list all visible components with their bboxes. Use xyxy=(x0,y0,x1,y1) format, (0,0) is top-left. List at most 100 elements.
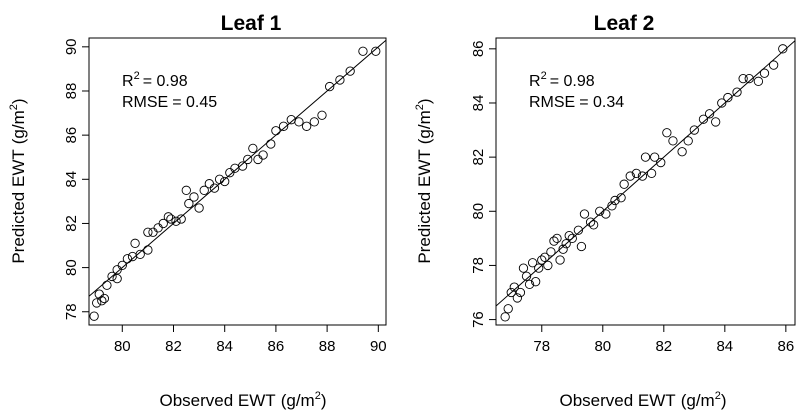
data-point xyxy=(503,304,513,314)
data-point xyxy=(500,312,510,322)
data-point xyxy=(555,255,565,265)
data-point xyxy=(518,263,529,273)
x-axis-label: Observed EWT (g/m2) xyxy=(159,390,326,410)
y-axis-unit-base: g/m xyxy=(9,110,28,138)
x-tick-label: 82 xyxy=(655,338,672,355)
data-point xyxy=(610,195,620,206)
data-point xyxy=(723,92,733,103)
data-point xyxy=(704,109,715,119)
x-tick-label: 86 xyxy=(268,338,285,355)
data-point xyxy=(768,60,779,70)
x-axis-label: Observed EWT (g/m2) xyxy=(559,390,726,410)
data-point xyxy=(243,154,253,165)
data-point xyxy=(738,73,748,84)
data-point xyxy=(534,263,544,273)
data-point xyxy=(209,183,220,193)
data-point xyxy=(585,217,596,227)
data-point xyxy=(214,174,225,184)
data-point xyxy=(199,185,209,195)
data-point xyxy=(189,192,199,202)
x-axis-unit-base: g/m xyxy=(686,391,714,410)
data-point xyxy=(301,121,312,131)
data-point xyxy=(607,201,617,211)
data-point xyxy=(552,233,562,244)
data-point xyxy=(220,176,230,187)
rmse-value: = 0.45 xyxy=(172,94,217,111)
data-point xyxy=(524,279,535,290)
r2-annotation: R2 = 0.98 xyxy=(122,70,188,90)
data-point xyxy=(143,227,153,237)
data-point xyxy=(625,171,635,181)
y-axis-unit-open: ( xyxy=(9,138,28,144)
data-point xyxy=(371,46,381,56)
marks-layer: 78 80 82 84 86 76 78 80 82 84 86 xyxy=(470,40,795,355)
data-point xyxy=(166,214,176,224)
r2-superscript: 2 xyxy=(541,70,547,82)
data-point xyxy=(278,121,289,131)
data-point xyxy=(97,296,107,306)
data-point xyxy=(158,218,168,229)
data-point xyxy=(656,157,666,168)
y-tick-label: 84 xyxy=(63,171,80,188)
data-point xyxy=(204,179,214,189)
data-point xyxy=(266,139,276,149)
data-point xyxy=(143,245,153,255)
data-point xyxy=(135,249,145,260)
data-point xyxy=(564,231,574,241)
data-point xyxy=(778,44,788,54)
data-point xyxy=(668,136,678,146)
data-point xyxy=(531,277,541,287)
data-point xyxy=(558,244,568,254)
y-tick-label: 86 xyxy=(470,40,487,57)
data-point xyxy=(540,252,550,262)
data-point xyxy=(130,238,140,248)
plot-frame xyxy=(495,37,796,326)
y-tick-label: 82 xyxy=(470,149,487,166)
y-tick-label: 90 xyxy=(63,38,80,55)
data-point xyxy=(650,152,660,162)
y-axis-label-text: Predicted EWT xyxy=(9,149,28,263)
data-point xyxy=(717,98,727,108)
data-point xyxy=(619,179,629,189)
data-point xyxy=(601,209,611,219)
data-point xyxy=(753,76,764,86)
y-axis-label-text: Predicted EWT xyxy=(415,149,434,263)
data-point xyxy=(506,287,516,298)
r2-value: = 0.98 xyxy=(550,73,595,90)
data-point xyxy=(99,293,110,304)
x-tick-label: 80 xyxy=(114,338,131,355)
x-tick-label: 86 xyxy=(778,338,795,355)
x-tick-label: 84 xyxy=(216,338,233,355)
data-point xyxy=(171,216,181,226)
data-point xyxy=(543,260,553,271)
data-point xyxy=(732,87,742,97)
data-point xyxy=(176,214,186,224)
y-tick-label: 80 xyxy=(63,259,80,276)
y-tick-label: 86 xyxy=(63,127,80,144)
data-point xyxy=(512,293,523,303)
panel-title: Leaf 2 xyxy=(594,12,655,35)
data-point xyxy=(237,161,248,171)
x-tick-label: 84 xyxy=(716,338,733,355)
data-point xyxy=(309,117,319,127)
rmse-label: RMSE xyxy=(529,94,575,111)
r2-label: R xyxy=(122,73,134,90)
y-axis-unit-close: ) xyxy=(415,98,434,104)
data-point xyxy=(576,241,587,252)
y-axis-unit-exp: 2 xyxy=(414,104,426,110)
data-point xyxy=(335,75,345,85)
y-tick-label: 84 xyxy=(470,95,487,112)
x-tick-label: 90 xyxy=(370,338,387,355)
panel-leaf-2: Leaf 2 R2 = 0.98 RMSE = 0.34 Observed EWT(… xyxy=(414,12,796,410)
data-point xyxy=(631,168,641,179)
y-tick-label: 88 xyxy=(63,83,80,100)
x-axis-label-text: Observed EWT xyxy=(559,391,675,410)
y-tick-label: 82 xyxy=(63,215,80,232)
data-point xyxy=(258,150,268,160)
data-point xyxy=(89,311,99,321)
data-point xyxy=(317,110,327,120)
x-tick-label: 88 xyxy=(319,338,336,355)
x-axis-unit-base: g/m xyxy=(286,391,314,410)
data-point xyxy=(561,239,571,249)
rmse-value: = 0.34 xyxy=(579,94,624,111)
